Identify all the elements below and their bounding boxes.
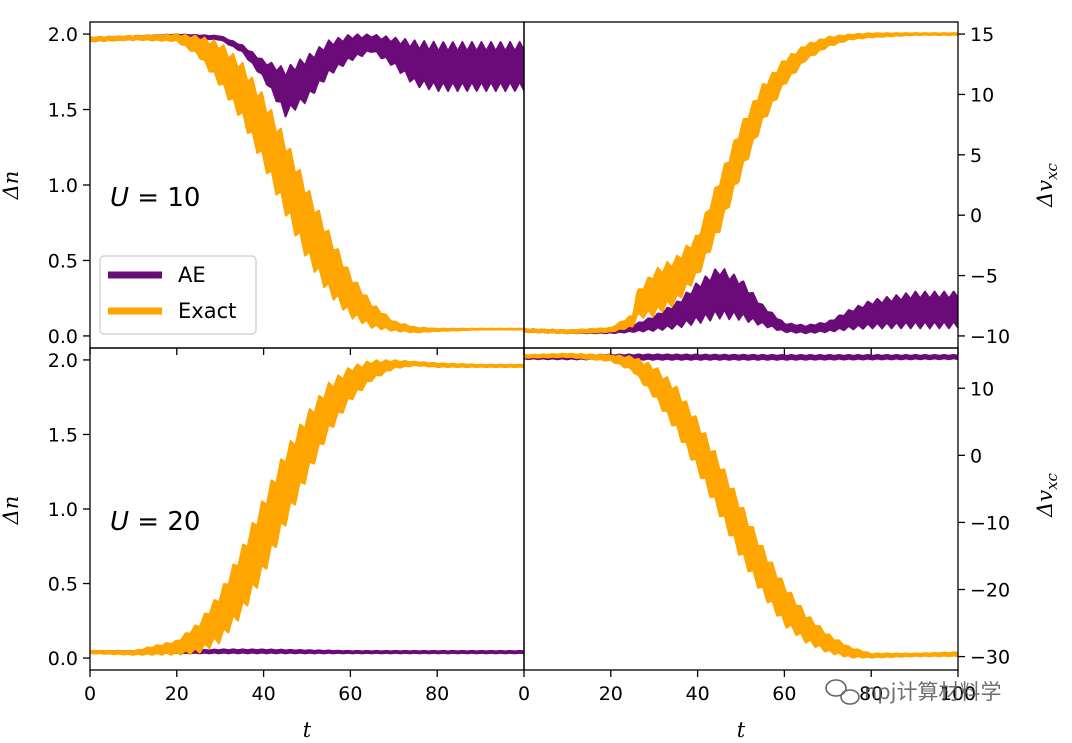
y-tick-label: 5: [970, 145, 982, 167]
y-tick-label: 0.5: [48, 250, 78, 272]
x-tick-label: 80: [859, 683, 883, 705]
panel-label-u10-value: = 10: [129, 183, 200, 213]
y-axis-label-bottom-right-main: Δv: [1033, 490, 1057, 518]
x-tick-label: 40: [686, 683, 710, 705]
x-tick-label: 20: [599, 683, 623, 705]
y-axis-label-top-right: Δvxc: [1033, 162, 1061, 207]
x-tick-label: 60: [772, 683, 796, 705]
x-tick-label: 80: [425, 683, 449, 705]
y-axis-label-top-right-main: Δv: [1033, 180, 1057, 208]
y-tick-label: 2.0: [48, 350, 78, 372]
panel-label-u20-value: = 20: [129, 507, 200, 537]
panel-label-u20-symbol: U: [110, 507, 129, 537]
frame-bottom-right: [523, 347, 959, 671]
y-tick-label: 10: [970, 84, 994, 106]
panel-top-left: 0.0 0.5 1.0 1.5 2.0 Δn U = 10 AE Exact: [0, 24, 524, 348]
x-tick-label: 100: [940, 683, 976, 705]
panel-label-u10: U = 10: [110, 183, 200, 213]
x-tick-label: 0: [84, 683, 96, 705]
plot-area-bottom-left: [90, 359, 524, 656]
panel-label-u10-symbol: U: [110, 183, 129, 213]
watermark-text: npj计算材料学: [864, 680, 1001, 704]
panel-label-u20: U = 20: [110, 507, 200, 537]
y-ticks-top-left: 0.0 0.5 1.0 1.5 2.0: [48, 24, 90, 348]
panel-bottom-right: −30 −20 −10 0 10 0 20 40 60 80 100 Δvxc t: [518, 348, 1061, 742]
ae-band-top-left: [90, 33, 524, 118]
legend-ae-label: AE: [178, 263, 206, 287]
panel-bottom-left: 0.0 0.5 1.0 1.5 2.0 0 20 40 60 80 Δn t U = 20: [0, 348, 524, 742]
y-tick-label: −20: [970, 580, 1010, 602]
exact-band-top-left: [90, 33, 524, 334]
x-ticks-bottom-right: 0 20 40 60 80 100: [518, 348, 976, 705]
y-ticks-bottom-left: 0.0 0.5 1.0 1.5 2.0: [48, 350, 90, 670]
plot-area-top-right: [524, 32, 958, 335]
y-tick-label: 0.0: [48, 648, 78, 670]
y-tick-label: −10: [970, 326, 1010, 348]
ae-band-top-right: [524, 268, 958, 335]
y-axis-label-top-left: Δn: [0, 171, 23, 201]
x-tick-label: 40: [252, 683, 276, 705]
y-axis-label-bottom-right-sub: xc: [1043, 472, 1061, 489]
y-tick-label: 0.5: [48, 574, 78, 596]
legend-exact-label: Exact: [178, 299, 236, 323]
y-tick-label: 0.0: [48, 326, 78, 348]
y-tick-label: 15: [970, 24, 994, 46]
chat-bubble-icon: [825, 679, 860, 705]
x-ticks-bottom-left: 0 20 40 60 80: [84, 348, 449, 705]
y-tick-label: 1.0: [48, 499, 78, 521]
y-tick-label: 2.0: [48, 24, 78, 46]
y-axis-label-bottom-left: Δn: [0, 496, 23, 526]
legend: AE Exact: [99, 255, 257, 335]
y-ticks-bottom-right: −30 −20 −10 0 10: [958, 378, 1010, 669]
exact-band-bottom-right: [524, 352, 958, 659]
y-tick-label: 10: [970, 378, 994, 400]
y-tick-label: 0: [970, 205, 982, 227]
y-tick-label: −10: [970, 512, 1010, 534]
x-tick-label: 0: [518, 683, 530, 705]
exact-band-top-right: [524, 32, 958, 335]
exact-band-bottom-left: [90, 359, 524, 656]
y-tick-label: −5: [970, 266, 998, 288]
y-axis-label-bottom-right: Δvxc: [1033, 472, 1061, 517]
y-tick-label: 1.5: [48, 100, 78, 122]
plot-area-bottom-right: [524, 352, 958, 659]
y-tick-label: −30: [970, 647, 1010, 669]
x-tick-label: 60: [338, 683, 362, 705]
panel-top-right: −10 −5 0 5 10 15 Δvxc: [524, 24, 1061, 348]
y-tick-label: 1.0: [48, 175, 78, 197]
x-axis-label-bottom-left: t: [303, 718, 312, 742]
plot-area-top-left: [90, 33, 524, 334]
y-axis-label-top-right-sub: xc: [1043, 162, 1061, 179]
y-ticks-top-right: −10 −5 0 5 10 15: [958, 24, 1010, 348]
y-tick-label: 0: [970, 445, 982, 467]
y-tick-label: 1.5: [48, 424, 78, 446]
x-axis-label-bottom-right: t: [737, 718, 746, 742]
x-tick-label: 20: [165, 683, 189, 705]
watermark: npj计算材料学: [825, 679, 1001, 705]
